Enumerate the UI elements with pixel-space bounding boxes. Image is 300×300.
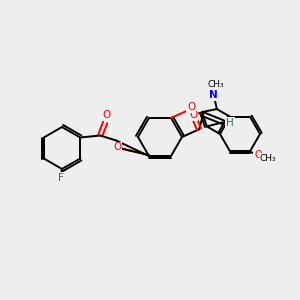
Text: O: O (113, 142, 121, 152)
Text: H: H (226, 118, 234, 128)
Text: F: F (58, 173, 64, 183)
Text: CH₃: CH₃ (208, 80, 224, 88)
Text: CH₃: CH₃ (260, 154, 276, 163)
Text: O: O (113, 142, 121, 152)
Text: O: O (254, 150, 262, 160)
Text: O: O (102, 110, 110, 121)
Text: O: O (189, 110, 197, 120)
Text: O: O (187, 102, 195, 112)
Text: N: N (209, 90, 218, 100)
